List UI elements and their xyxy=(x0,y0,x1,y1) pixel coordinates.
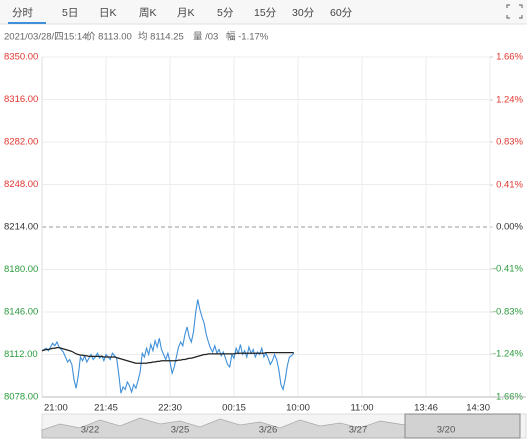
x-tick-label: 10:00 xyxy=(286,403,310,414)
navigator-area xyxy=(41,417,406,439)
y2-tick-label: 0.41% xyxy=(496,180,523,191)
y-tick-label: 8180.00 xyxy=(4,264,38,275)
tab[interactable]: 日K xyxy=(99,7,117,19)
navigator-date: 3/26 xyxy=(259,425,278,436)
info-text: 2021/03/28/四15:14 xyxy=(4,32,87,43)
navigator: 3/22 3/25 3/26 3/27 3/20 xyxy=(41,413,527,439)
tab-bar xyxy=(0,0,527,24)
y-tick-label: 8078.00 xyxy=(4,392,38,403)
navigator-selection[interactable] xyxy=(404,413,521,439)
navigator-date: 3/22 xyxy=(81,425,100,436)
navigator-date: 3/27 xyxy=(349,425,368,436)
y-tick-label: 8248.00 xyxy=(4,179,38,190)
x-tick-label: 21:00 xyxy=(44,403,68,414)
y-tick-label: 8214.00 xyxy=(4,222,38,233)
y-tick-label: 8316.00 xyxy=(4,94,38,105)
y-tick-label: 8146.00 xyxy=(4,307,38,318)
x-tick-label: 21:45 xyxy=(94,403,118,414)
expand-icon[interactable] xyxy=(506,4,523,19)
y2-tick-label: -1.24% xyxy=(493,349,524,360)
tab[interactable]: 月K xyxy=(177,7,195,19)
x-tick-label: 22:30 xyxy=(158,403,182,414)
x-tick-label: 11:00 xyxy=(350,403,373,414)
x-tick-label: 13:46 xyxy=(414,403,438,414)
y2-tick-label: 1.24% xyxy=(496,95,523,106)
navigator-date: 3/25 xyxy=(171,425,190,436)
y2-tick-label: 0.00% xyxy=(496,222,523,233)
tab[interactable]: 5日 xyxy=(62,7,78,19)
y2-tick-label: -0.83% xyxy=(493,307,524,318)
info-text: 幅 -1.17% xyxy=(226,31,269,43)
tab[interactable]: 周K xyxy=(139,7,157,19)
y2-tick-label: 0.83% xyxy=(496,137,523,148)
tab[interactable]: 15分 xyxy=(254,7,277,19)
y-tick-label: 8350.00 xyxy=(4,52,38,63)
navigator-date: 3/20 xyxy=(437,425,456,436)
info-text: 量 /03 xyxy=(193,32,218,43)
y-tick-label: 8112.00 xyxy=(4,349,38,360)
tab[interactable]: 60分 xyxy=(330,7,353,19)
y2-tick-label: -0.41% xyxy=(493,264,524,275)
tab[interactable]: 分时 xyxy=(12,7,33,19)
info-text: 价 8113.00 xyxy=(86,32,132,43)
x-tick-label: 14:30 xyxy=(466,403,490,414)
info-text: 均 8114.25 xyxy=(138,31,184,43)
x-tick-label: 00:15 xyxy=(222,403,246,414)
y2-tick-label: 1.66% xyxy=(496,52,523,63)
tab[interactable]: 30分 xyxy=(292,7,315,19)
tab[interactable]: 5分 xyxy=(217,7,234,19)
series-line xyxy=(41,347,294,364)
series-line xyxy=(41,299,295,394)
y-tick-label: 8282.00 xyxy=(4,137,38,148)
